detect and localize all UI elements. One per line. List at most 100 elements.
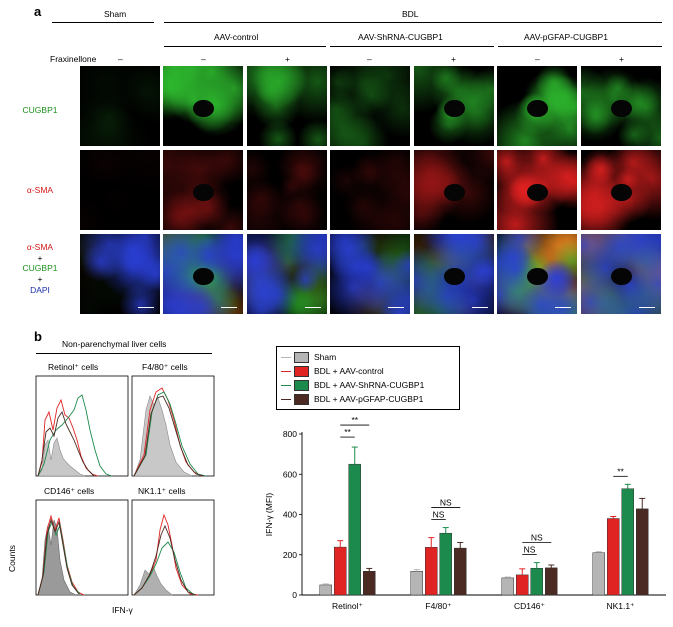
x-tick-label: CD146⁺: [514, 601, 545, 611]
vessel-lumen: [527, 99, 549, 118]
x-tick-label: Retinol⁺: [332, 601, 363, 611]
micrograph-r2-c2: [247, 234, 327, 314]
fraxinellone-label: Fraxinellone: [50, 54, 97, 64]
merge-cugbp1-label: CUGBP1: [22, 263, 58, 274]
micrograph-r0-c2: [247, 66, 327, 146]
legend-line: [281, 370, 291, 372]
condition-label: AAV-ShRNA-CUGBP1: [358, 32, 443, 42]
pgfap-curve: [133, 524, 197, 596]
x-tick-label: F4/80⁺: [425, 601, 452, 611]
group-sham-label: Sham: [104, 9, 127, 19]
scale-bar: [472, 306, 488, 308]
legend-label: Sham: [314, 352, 337, 362]
fraxinellone-value: +: [285, 54, 290, 64]
fraxinellone-value: +: [451, 54, 456, 64]
vessel-lumen: [527, 267, 549, 286]
bar: [348, 463, 361, 596]
micrograph-r0-c3: [330, 66, 410, 146]
vessel-lumen: [611, 99, 633, 118]
micrograph-signal: [330, 66, 410, 146]
bar: [501, 577, 514, 596]
sham-underline: [52, 22, 154, 23]
sham-fill-curve: [37, 437, 86, 477]
x-tick-label: NK1.1⁺: [606, 601, 635, 611]
vessel-lumen: [193, 183, 215, 202]
y-tick-label: 400: [283, 510, 297, 520]
micrograph-r1-c6: [581, 150, 661, 230]
bar: [607, 518, 620, 596]
np-underline: [36, 353, 212, 354]
legend-label: BDL + AAV-ShRNA-CUGBP1: [314, 380, 425, 390]
legend-line: [281, 384, 291, 386]
bar: [334, 546, 347, 596]
micrograph-r1-c2: [247, 150, 327, 230]
sham-fill-curve: [133, 395, 193, 477]
y-tick-label: 800: [283, 429, 297, 439]
legend-item: BDL + AAV-ShRNA-CUGBP1: [281, 379, 424, 391]
fraxinellone-value: –: [367, 54, 372, 64]
condition-label: AAV-control: [214, 32, 259, 42]
bar: [636, 508, 649, 596]
pgfap-curve: [37, 518, 80, 596]
micrograph-r0-c5: [497, 66, 577, 146]
micrograph-r0-c0: [80, 66, 160, 146]
micrograph-r1-c0: [80, 150, 160, 230]
legend-swatch: [294, 393, 309, 405]
significance-label: **: [351, 415, 358, 425]
hist-xlabel: IFN-γ: [112, 605, 133, 615]
fraxinellone-value: –: [118, 54, 123, 64]
histogram-retinol-curves: [37, 394, 113, 477]
bar: [363, 571, 376, 596]
legend-item: BDL + AAV-control: [281, 365, 384, 377]
significance-label: NS: [524, 545, 536, 555]
legend-label: BDL + AAV-pGFAP-CUGBP1: [314, 394, 424, 404]
vessel-lumen: [444, 183, 466, 202]
fraxinellone-value: +: [619, 54, 624, 64]
legend-swatch: [294, 365, 309, 377]
bar: [592, 552, 605, 596]
bar: [454, 547, 467, 596]
micrograph-signal: [330, 234, 410, 314]
micrograph-r1-c3: [330, 150, 410, 230]
micrograph-signal: [80, 234, 160, 314]
scale-bar: [639, 306, 655, 308]
row-label-merge: α-SMA + CUGBP1 + DAPI: [0, 242, 80, 295]
legend-label: BDL + AAV-control: [314, 366, 384, 376]
histogram-nk11-curves: [133, 513, 199, 596]
significance-label: NS: [531, 533, 543, 543]
y-tick-label: 0: [292, 590, 297, 600]
micrograph-r0-c4: [414, 66, 494, 146]
micrograph-r0-c1: [163, 66, 243, 146]
significance-label: **: [344, 427, 351, 437]
legend-line: [281, 398, 291, 400]
hist-title: Retinol⁺ cells: [48, 362, 99, 372]
shrna-curve: [37, 520, 81, 596]
condition-underline: [498, 46, 662, 47]
vessel-lumen: [527, 183, 549, 202]
merge-dapi-label: DAPI: [30, 284, 50, 295]
hist-title: CD146⁺ cells: [44, 486, 95, 496]
panel-b-label: b: [34, 329, 42, 344]
micrograph-r2-c0: [80, 234, 160, 314]
histogram-cd146-curves: [37, 514, 85, 596]
y-tick-label: 600: [283, 469, 297, 479]
fraxinellone-value: –: [201, 54, 206, 64]
histogram-f480-curves: [133, 387, 207, 477]
significance-label: **: [617, 466, 624, 476]
fraxinellone-value: –: [535, 54, 540, 64]
merge-sma-label: α-SMA: [26, 242, 54, 252]
scale-bar: [138, 306, 154, 308]
scale-bar: [305, 306, 321, 308]
condition-underline: [164, 46, 326, 47]
hist-title: NK1.1⁺ cells: [138, 486, 186, 496]
hist-title: F4/80⁺ cells: [142, 362, 188, 372]
condition-label: AAV-pGFAP-CUGBP1: [524, 32, 608, 42]
pgfap-curve: [37, 410, 95, 477]
bar: [439, 532, 452, 596]
vessel-lumen: [444, 99, 466, 118]
pgfap-curve: [133, 395, 205, 477]
micrograph-r2-c4: [414, 234, 494, 314]
bdl-underline: [164, 22, 662, 23]
